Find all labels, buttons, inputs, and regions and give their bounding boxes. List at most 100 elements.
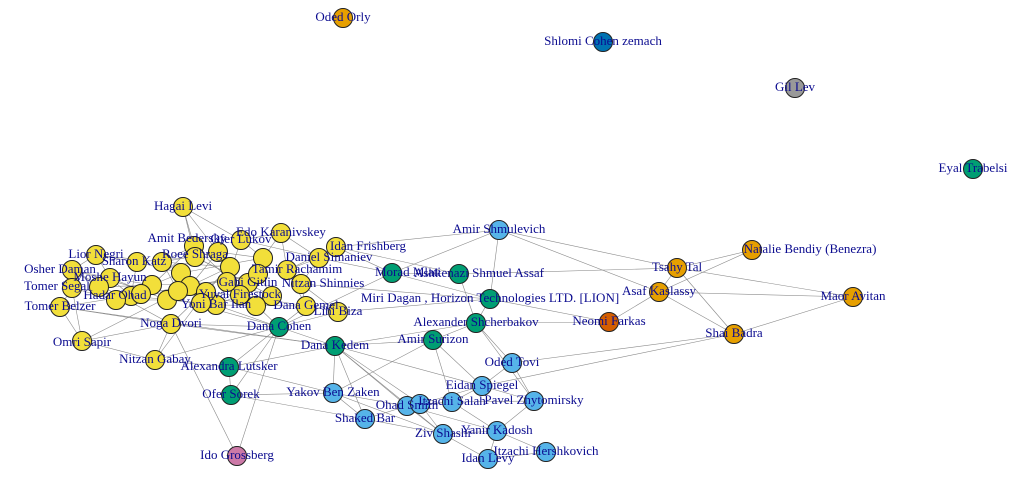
edge-alexandra-yakov — [228, 366, 334, 394]
node-lihi[interactable] — [328, 302, 348, 322]
node-tsahy[interactable] — [667, 258, 687, 278]
edge-asaf_k-maor — [658, 291, 854, 298]
node-eyal[interactable] — [963, 159, 983, 179]
node-simaniev[interactable] — [309, 248, 329, 268]
node-lukov[interactable] — [231, 230, 251, 250]
node-label-gil_lev: Gil Lev — [775, 79, 816, 94]
node-roee[interactable] — [185, 247, 205, 267]
node-rachamim[interactable] — [277, 260, 297, 280]
node-ziv[interactable] — [433, 424, 453, 444]
node-c1[interactable] — [152, 252, 172, 272]
node-label-tomer_b: Tomer Belzer — [25, 298, 97, 313]
node-firestock[interactable] — [230, 285, 250, 305]
node-idan_l[interactable] — [478, 449, 498, 469]
node-c15[interactable] — [262, 286, 282, 306]
node-label-amir_shm: Amir Shmulevich — [453, 221, 546, 236]
node-edo[interactable] — [271, 223, 291, 243]
node-ido[interactable] — [227, 446, 247, 466]
edge-dana_c-morad — [278, 272, 393, 328]
node-c18[interactable] — [168, 281, 188, 301]
node-maor[interactable] — [843, 287, 863, 307]
edge-morad-miri — [391, 272, 491, 300]
node-label-hadar: Hadar Ohad — [83, 287, 147, 302]
node-x1[interactable] — [410, 394, 430, 414]
node-shaked[interactable] — [355, 409, 375, 429]
edge-alex_s-neomi — [475, 321, 610, 324]
node-nitzan_s[interactable] — [291, 274, 311, 294]
node-gemel[interactable] — [296, 296, 316, 316]
node-label-dana_c: Dana Cohen — [247, 318, 312, 333]
node-lior_n[interactable] — [86, 245, 106, 265]
node-neomi[interactable] — [599, 312, 619, 332]
node-shlomi[interactable] — [593, 32, 613, 52]
node-label-tomer_s: Tomer Segal — [24, 278, 90, 293]
edge-shai-oded_t — [511, 333, 735, 364]
edge-lihi-dana_c — [278, 311, 339, 328]
edge-dana_c-ofer_s — [230, 326, 280, 396]
node-natalie[interactable] — [742, 240, 762, 260]
edge-dana_k-eidan — [334, 345, 483, 387]
node-label-lihi: Lihi Biza — [314, 303, 363, 318]
node-oded_orly[interactable] — [333, 8, 353, 28]
node-morad[interactable] — [382, 263, 402, 283]
edge-amir_s-eidan — [432, 339, 483, 387]
node-dana_k[interactable] — [325, 336, 345, 356]
node-alex_s[interactable] — [466, 313, 486, 333]
node-miri[interactable] — [480, 289, 500, 309]
node-c6[interactable] — [89, 277, 109, 297]
node-label-yoni_bar: Yoni Bar Ilan — [181, 296, 252, 311]
node-label-ziv: Ziv Shashi — [415, 425, 471, 440]
node-c13[interactable] — [191, 293, 211, 313]
node-c16[interactable] — [217, 272, 237, 292]
node-assaf_o[interactable] — [449, 264, 469, 284]
edge-dana_k-alex_s — [334, 322, 477, 347]
node-yanir[interactable] — [487, 421, 507, 441]
node-hagai[interactable] — [173, 197, 193, 217]
edge-asaf_k-natalie — [658, 249, 753, 293]
node-eidan[interactable] — [472, 376, 492, 396]
node-tomer_s[interactable] — [62, 278, 82, 298]
node-shai[interactable] — [724, 324, 744, 344]
node-c7[interactable] — [106, 290, 126, 310]
node-idan_f[interactable] — [326, 237, 346, 257]
edge-idan_f-amir_shm — [335, 229, 500, 248]
edge-tsahy-shai — [676, 267, 735, 335]
node-nitzan_g[interactable] — [145, 350, 165, 370]
edge-shai-eidan — [481, 333, 735, 387]
node-label-shlomi: Shlomi Cohen zemach — [544, 33, 662, 48]
node-c17[interactable] — [246, 296, 266, 316]
node-label-maor: Maor Avitan — [820, 288, 886, 303]
node-label-shai: Shai Badra — [705, 325, 763, 340]
node-pavel[interactable] — [524, 391, 544, 411]
node-label-amir_s: Amir Surizon — [397, 331, 469, 346]
node-amir_s[interactable] — [423, 330, 443, 350]
node-ofer_s[interactable] — [221, 385, 241, 405]
edge-assaf_o-tsahy — [458, 267, 678, 275]
node-label-itzachi_h: Itzachi Hershkovich — [493, 443, 599, 458]
node-label-omri: Omri Sapir — [53, 334, 112, 349]
node-yakov[interactable] — [323, 383, 343, 403]
node-amir_shm[interactable] — [489, 220, 509, 240]
edge-miri-neomi — [489, 298, 610, 323]
node-c8[interactable] — [131, 284, 151, 304]
node-dana_c[interactable] — [269, 317, 289, 337]
node-label-ido: Ido Grossberg — [200, 447, 274, 462]
node-alexandra[interactable] — [219, 357, 239, 377]
node-noga[interactable] — [161, 314, 181, 334]
node-itzachi_h[interactable] — [536, 442, 556, 462]
node-c2[interactable] — [208, 242, 228, 262]
node-oded_t[interactable] — [502, 353, 522, 373]
node-sharon[interactable] — [127, 252, 147, 272]
node-omri[interactable] — [72, 331, 92, 351]
edge-amir_s-yakov — [332, 339, 434, 394]
node-label-idan_f: Idan Frishberg — [330, 238, 406, 253]
node-label-rachamim: Tamir Rachamim — [252, 261, 342, 276]
edge-idan_f-morad — [335, 246, 393, 274]
node-label-osher: Osher Daman — [24, 261, 96, 276]
node-asaf_k[interactable] — [649, 282, 669, 302]
node-tomer_b[interactable] — [50, 297, 70, 317]
node-c14[interactable] — [248, 264, 268, 284]
node-itzachi_s[interactable] — [442, 392, 462, 412]
node-gil_lev[interactable] — [785, 78, 805, 98]
edge-shaked-ziv — [364, 418, 444, 435]
